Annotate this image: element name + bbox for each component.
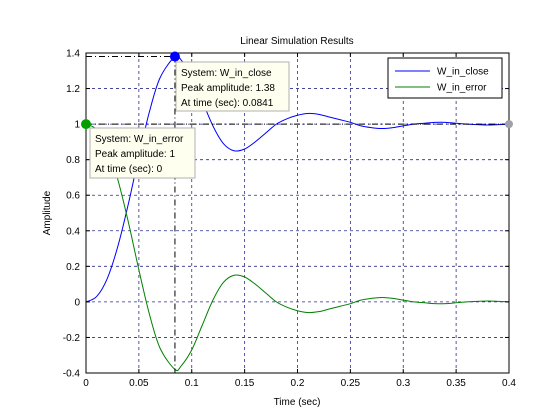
series-lines (85, 54, 510, 372)
x-tick-label: 0.3 (396, 378, 410, 389)
datatip-box (89, 127, 196, 179)
x-tick-label: 0.25 (341, 378, 361, 389)
datatip-0: System: W_in_close Peak amplitude: 1.38 At… (175, 61, 290, 112)
datatip-line: System: W_in_error (95, 134, 184, 145)
steady-state-marker (505, 120, 513, 129)
x-tick-label: 0.35 (446, 378, 466, 389)
x-tick-label: 0.1 (185, 378, 199, 389)
y-tick-label: 0.4 (66, 226, 80, 237)
datatip-marker-1 (81, 119, 91, 130)
y-tick-label: -0.2 (63, 333, 81, 344)
y-axis-label: Amplitude (42, 190, 53, 235)
datatip-marker-0 (169, 51, 180, 62)
y-tick-label: 0.2 (66, 262, 80, 273)
datatip-box (175, 61, 290, 112)
datatip-line: At time (sec): 0 (95, 164, 163, 175)
y-tick-label: 1.2 (66, 84, 80, 95)
x-tick-label: 0.4 (502, 378, 516, 389)
y-tick-label: 1 (74, 120, 80, 131)
chart-title: Linear Simulation Results (240, 36, 353, 47)
grid (86, 53, 509, 373)
legend-label-0: W_in_close (437, 67, 489, 78)
x-tick-label: 0.2 (291, 378, 305, 389)
datatip-line: At time (sec): 0.0841 (181, 98, 274, 109)
axis-ticks: 0 0.05 0.1 0.15 0.2 0.25 0.3 0.35 0.4 -0.4 -0.2 0 0.… (63, 49, 517, 390)
datatip-markers (81, 51, 513, 130)
datatip-1: System: W_in_error Peak amplitude: 1 At ti… (89, 127, 196, 179)
datatip-line: Peak amplitude: 1 (95, 149, 175, 160)
y-tick-label: -0.4 (63, 369, 81, 380)
x-tick-label: 0 (83, 378, 89, 389)
x-tick-label: 0.05 (129, 378, 149, 389)
legend-label-1: W_in_error (437, 83, 487, 94)
datatip-guides (86, 56, 176, 373)
x-axis-label: Time (sec) (274, 397, 321, 408)
y-tick-label: 0.8 (66, 155, 80, 166)
series-line-w-in-close (85, 54, 510, 303)
x-tick-label: 0.15 (235, 378, 255, 389)
legend[interactable]: W_in_close W_in_error (387, 57, 503, 99)
y-tick-label: 0 (74, 297, 80, 308)
legend-box (387, 57, 503, 99)
datatip-line: System: W_in_close (181, 68, 272, 79)
datatip-line: Peak amplitude: 1.38 (181, 83, 275, 94)
datatips: System: W_in_close Peak amplitude: 1.38 At… (89, 61, 290, 179)
y-tick-label: 1.4 (66, 49, 80, 60)
series-line-w-in-error (85, 123, 510, 372)
y-tick-label: 0.6 (66, 191, 80, 202)
